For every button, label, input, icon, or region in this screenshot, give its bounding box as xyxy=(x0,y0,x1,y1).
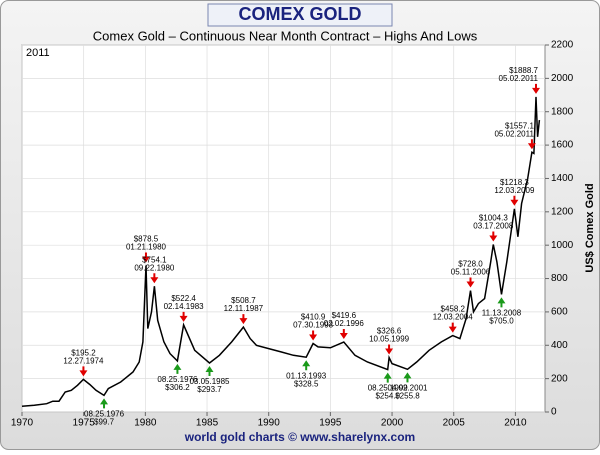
annotation-value: $728.0 xyxy=(458,260,483,269)
annotation-date: 12.03.2004 xyxy=(433,313,474,322)
footer: world gold charts © www.sharelynx.com xyxy=(184,430,415,444)
annotation-value: $878.5 xyxy=(134,235,159,244)
annotation-value: $410.9 xyxy=(301,313,326,322)
title-box xyxy=(207,3,393,27)
arrow-low xyxy=(403,372,412,383)
arrow-high xyxy=(339,329,348,340)
annotation-date: 08.25.1999 xyxy=(368,384,409,393)
arrow-low xyxy=(302,360,311,371)
annotation-value: $293.7 xyxy=(197,385,222,394)
annotation-value: $1557.1 xyxy=(505,121,534,130)
y-axis-label: US$ Comex Gold xyxy=(584,183,596,272)
annotation-date: 12.03.2009 xyxy=(494,186,535,195)
x-tick-label: 2000 xyxy=(381,418,404,429)
x-tick-label: 1970 xyxy=(11,418,34,429)
annotation-date: 11.13.2008 xyxy=(482,309,522,318)
arrow-high xyxy=(79,366,88,377)
annotation-value: $195.2 xyxy=(71,349,96,358)
annotation-date: 09.22.1980 xyxy=(134,263,175,272)
annotation-value: $326.6 xyxy=(377,327,402,336)
annotation-value: $99.7 xyxy=(94,417,115,426)
annotation-date: 12.27.1974 xyxy=(63,357,104,366)
y-tick-label: 1200 xyxy=(551,206,574,217)
annotation-date: 05.02.2011 xyxy=(499,74,539,83)
y-tick-label: 400 xyxy=(551,340,568,351)
annotation-date: 08.25.1976 xyxy=(84,409,125,418)
corner-label: 2011 xyxy=(26,47,50,59)
annotation-date: 02.14.1983 xyxy=(164,302,205,311)
annotation-value: $508.7 xyxy=(231,296,256,305)
annotation-date: 10.05.1999 xyxy=(369,335,410,344)
chart-subtitle: Comex Gold – Continuous Near Month Contr… xyxy=(93,28,478,43)
arrow-high xyxy=(141,252,150,263)
annotation-value: $1888.7 xyxy=(509,66,538,75)
annotation-value: $522.4 xyxy=(171,294,196,303)
arrow-high xyxy=(531,83,540,94)
y-tick-label: 0 xyxy=(551,407,557,418)
annotation-value: $306.2 xyxy=(165,383,190,392)
annotation-date: 03.17.2008 xyxy=(473,222,514,231)
chart-title: COMEX GOLD xyxy=(238,4,361,24)
x-tick-label: 1980 xyxy=(134,418,157,429)
arrow-low xyxy=(100,398,109,409)
y-tick-label: 200 xyxy=(551,373,568,384)
annotation-date: 08.25.1976 xyxy=(157,375,198,384)
annotation-date: 05.02.2011 xyxy=(494,129,534,138)
annotation-value: $1218.3 xyxy=(500,178,529,187)
annotation-date: 01.13.1993 xyxy=(286,371,327,380)
annotation-date: 03.05.1985 xyxy=(189,377,230,386)
y-tick-label: 1000 xyxy=(551,240,574,251)
x-tick-label: 1995 xyxy=(319,418,342,429)
arrow-low xyxy=(383,372,392,383)
arrow-high xyxy=(150,273,159,284)
arrow-high xyxy=(385,344,394,355)
annotation-value: $254.0 xyxy=(375,392,400,401)
y-tick-label: 1800 xyxy=(551,106,574,117)
price-line xyxy=(21,96,541,407)
annotation-value: $1004.3 xyxy=(479,214,508,223)
arrow-high xyxy=(239,314,248,325)
arrow-low xyxy=(173,363,182,374)
arrow-low xyxy=(205,366,214,377)
arrow-high xyxy=(179,311,188,322)
arrow-high xyxy=(527,139,536,150)
arrow-high xyxy=(309,330,318,341)
annotation-value: $255.8 xyxy=(395,391,420,400)
annotation-value: $328.5 xyxy=(294,379,319,388)
annotation-date: 12.11.1987 xyxy=(224,304,264,313)
x-tick-label: 2005 xyxy=(443,418,466,429)
plot-area xyxy=(21,44,546,413)
annotation-date: 07.30.1993 xyxy=(293,321,334,330)
arrow-high xyxy=(448,322,457,333)
y-tick-label: 2000 xyxy=(551,73,574,84)
annotation-value: $754.1 xyxy=(142,255,167,264)
annotation-value: $705.0 xyxy=(489,317,514,326)
x-tick-label: 2010 xyxy=(504,418,527,429)
y-tick-label: 2200 xyxy=(551,40,574,51)
x-tick-label: 1975 xyxy=(73,418,96,429)
arrow-high xyxy=(510,195,519,206)
annotation-date: 05.11.2006 xyxy=(451,268,491,277)
annotation-date: 02.02.1996 xyxy=(324,319,365,328)
x-tick-label: 1985 xyxy=(196,418,219,429)
arrow-high xyxy=(489,231,498,242)
y-tick-label: 1600 xyxy=(551,140,574,151)
y-tick-label: 1400 xyxy=(551,173,574,184)
annotation-date: 04.02.2001 xyxy=(387,383,428,392)
y-tick-label: 800 xyxy=(551,273,568,284)
y-tick-label: 600 xyxy=(551,307,568,318)
arrow-low xyxy=(497,297,506,308)
annotation-date: 01.21.1980 xyxy=(126,243,167,252)
annotation-value: $458.2 xyxy=(441,305,466,314)
arrow-high xyxy=(466,277,475,288)
x-tick-label: 1990 xyxy=(258,418,281,429)
annotation-value: $419.6 xyxy=(332,311,357,320)
